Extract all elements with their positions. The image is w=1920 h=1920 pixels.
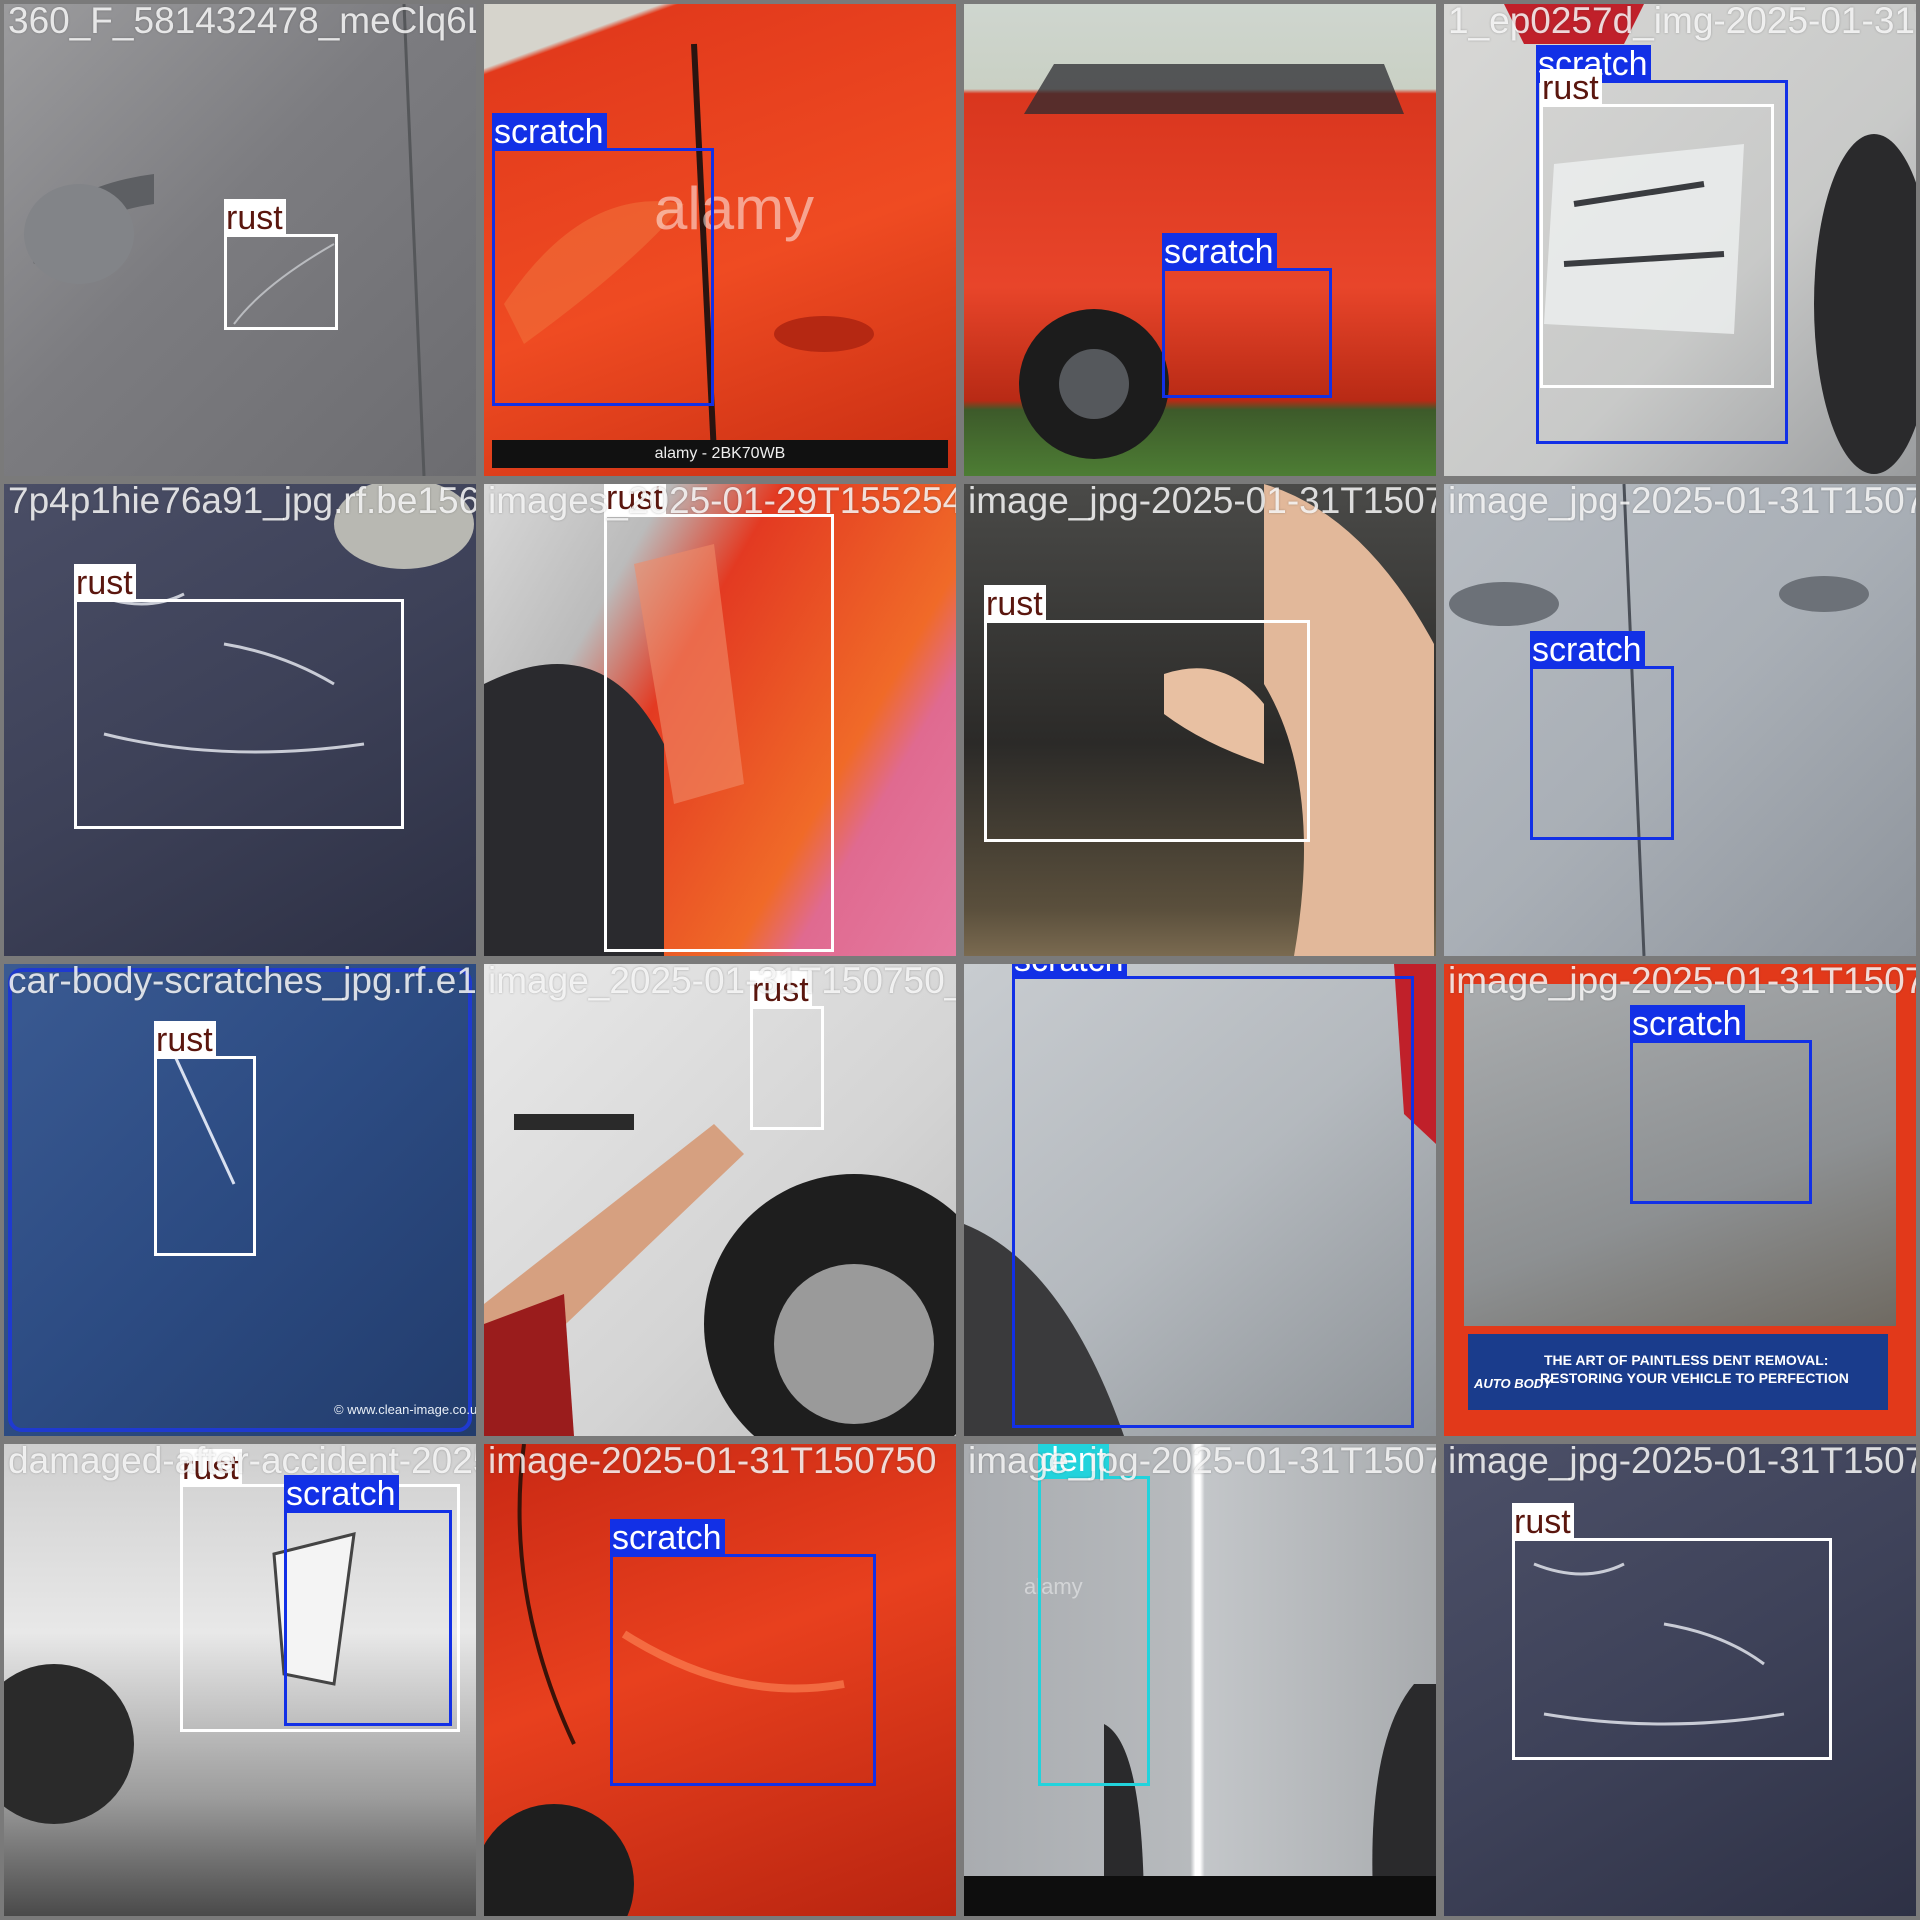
photo-silver-crumpled-quarter [964, 964, 1436, 1436]
tile-7: image_jpg-2025-01-31T150750_i003 rust [964, 484, 1436, 956]
photo-dark-rocker-panel [964, 484, 1436, 956]
bbox-label: rust [1540, 69, 1602, 107]
tile-filename: 1_ep0257d_img-2025-01-31T150751 [1448, 4, 1916, 41]
tile-filename: 7p4p1hie76a91_jpg.rf.be1569aa688 [8, 484, 476, 521]
bbox-scratch[interactable]: scratch [610, 1519, 876, 1786]
bbox-label: scratch [610, 1519, 725, 1557]
tile-filename: image_jpg-2025-01-31T150751_i724.jpg.rf.… [1448, 1444, 1916, 1481]
bbox-rust[interactable]: rust [1540, 69, 1774, 388]
tile-filename: 360_F_581432478_meClq6Lom1T4sCabndo1dgao… [8, 4, 476, 41]
image-footer: alamy - 2BK70WB [492, 440, 948, 468]
tile-filename: damaged-after-accident-2025-01-31T150750 [8, 1444, 476, 1481]
bbox-label: scratch [284, 1475, 399, 1513]
bbox-label: scratch [1630, 1005, 1745, 1043]
banner-logo: AUTO BODY [1474, 1376, 1552, 1391]
bbox-rust[interactable]: rust [750, 971, 824, 1130]
bbox-rust[interactable]: rust [1512, 1503, 1832, 1760]
tile-2: alamy alamy - 2BK70WB scratch [484, 4, 956, 476]
tile-10: image_2025-01-31T150750_i rust [484, 964, 956, 1436]
tile-filename: image_jpg-2025-01-31T150751_i010ejpg25-r… [1448, 964, 1916, 1001]
bbox-scratch[interactable]: scratch [1536, 45, 1788, 444]
bbox-label: rust [1512, 1503, 1574, 1541]
bbox-label: scratch [1012, 964, 1127, 979]
photo-red-wheel-arch [484, 484, 956, 956]
door-handle-drawing [24, 4, 426, 476]
tile-14: image-2025-01-31T150750 scratch [484, 1444, 956, 1916]
photo-navy-door-keyed [4, 484, 476, 956]
tile-11: scratch [964, 964, 1436, 1436]
tile-filename: car-body-scratches_jpg.rf.e1ina [8, 964, 476, 1001]
watermark: alamy [1024, 1574, 1083, 1599]
bbox-rust[interactable]: rust [604, 484, 834, 952]
photo-silver-door-dent [1444, 484, 1916, 956]
tile-15: alamy image_jpg-2025-01-31T150751_i78 de… [964, 1444, 1436, 1916]
bbox-rust[interactable]: rust [74, 564, 404, 829]
tile-8: image_jpg-2025-01-31T150752 scratch [1444, 484, 1916, 956]
bbox-scratch[interactable]: scratch [1012, 964, 1414, 1428]
bbox-scratch[interactable]: scratch [1630, 1005, 1812, 1204]
bbox-scratch[interactable]: scratch [284, 1475, 452, 1726]
bbox-label: rust [984, 585, 1046, 623]
bbox-scratch[interactable]: scratch [492, 113, 714, 406]
watermark: alamy [654, 175, 815, 242]
tile-16: image_jpg-2025-01-31T150751_i724.jpg.rf.… [1444, 1444, 1916, 1916]
bbox-rust[interactable]: rust [154, 1021, 256, 1256]
bbox-dent[interactable]: dent [1038, 1444, 1150, 1786]
photo-grey-door-handle [4, 4, 476, 476]
bbox-label: scratch [1530, 631, 1645, 669]
bbox-label: rust [74, 564, 136, 602]
tile-9: © www.clean-image.co.uk car-body-scratch… [4, 964, 476, 1436]
photo-blue-panel-scratch [4, 964, 476, 1436]
tile-1: 360_F_581432478_meClq6Lom1T4sCabndo1dgao… [4, 4, 476, 476]
tile-filename: image-2025-01-31T150750 [488, 1444, 937, 1481]
photo-red-door-dent [484, 4, 956, 476]
bbox-scratch[interactable]: scratch [1162, 233, 1332, 398]
tile-12: THE ART OF PAINTLESS DENT REMOVAL: RESTO… [1444, 964, 1916, 1436]
bbox-label: rust [180, 1449, 242, 1487]
tile-filename: image_jpg-2025-01-31T150752 [1448, 484, 1916, 521]
bbox-rust[interactable]: rust [224, 199, 338, 330]
tile-filename: image_jpg-2025-01-31T150750_i003 [968, 484, 1436, 521]
tile-6: images_2025-01-29T155254_i003 rust [484, 484, 956, 956]
bbox-label: rust [750, 971, 812, 1009]
bbox-label: scratch [492, 113, 607, 151]
tile-3: scratch [964, 4, 1436, 476]
image-credit: © www.clean-image.co.uk [334, 1402, 476, 1417]
photo-silver-split-comparison [964, 1444, 1436, 1916]
photo-white-rear-bumper [4, 1444, 476, 1916]
bbox-label: rust [604, 484, 666, 517]
tile-5: 7p4p1hie76a91_jpg.rf.be1569aa688 rust [4, 484, 476, 956]
bbox-label: dent [1038, 1444, 1110, 1479]
bbox-rust[interactable]: rust [984, 585, 1310, 842]
tile-filename: image_jpg-2025-01-31T150751_i78 [968, 1444, 1436, 1481]
photo-pdr-ad-grey-car [1444, 964, 1916, 1436]
bbox-label: rust [154, 1021, 216, 1059]
bbox-scratch[interactable]: scratch [1530, 631, 1674, 840]
tile-4: 1_ep0257d_img-2025-01-31T150751 scratch … [1444, 4, 1916, 476]
banner-line-1: THE ART OF PAINTLESS DENT REMOVAL: [1544, 1352, 1829, 1368]
tile-filename: images_2025-01-29T155254_i003 [488, 484, 956, 521]
bbox-label: rust [224, 199, 286, 237]
tile-filename: image_2025-01-31T150750_i [488, 964, 956, 1001]
tile-13: damaged-after-accident-2025-01-31T150750… [4, 1444, 476, 1916]
bbox-label: scratch [1162, 233, 1277, 271]
photo-white-car-wheel [484, 964, 956, 1436]
banner-line-2: RESTORING YOUR VEHICLE TO PERFECTION [1540, 1370, 1849, 1386]
